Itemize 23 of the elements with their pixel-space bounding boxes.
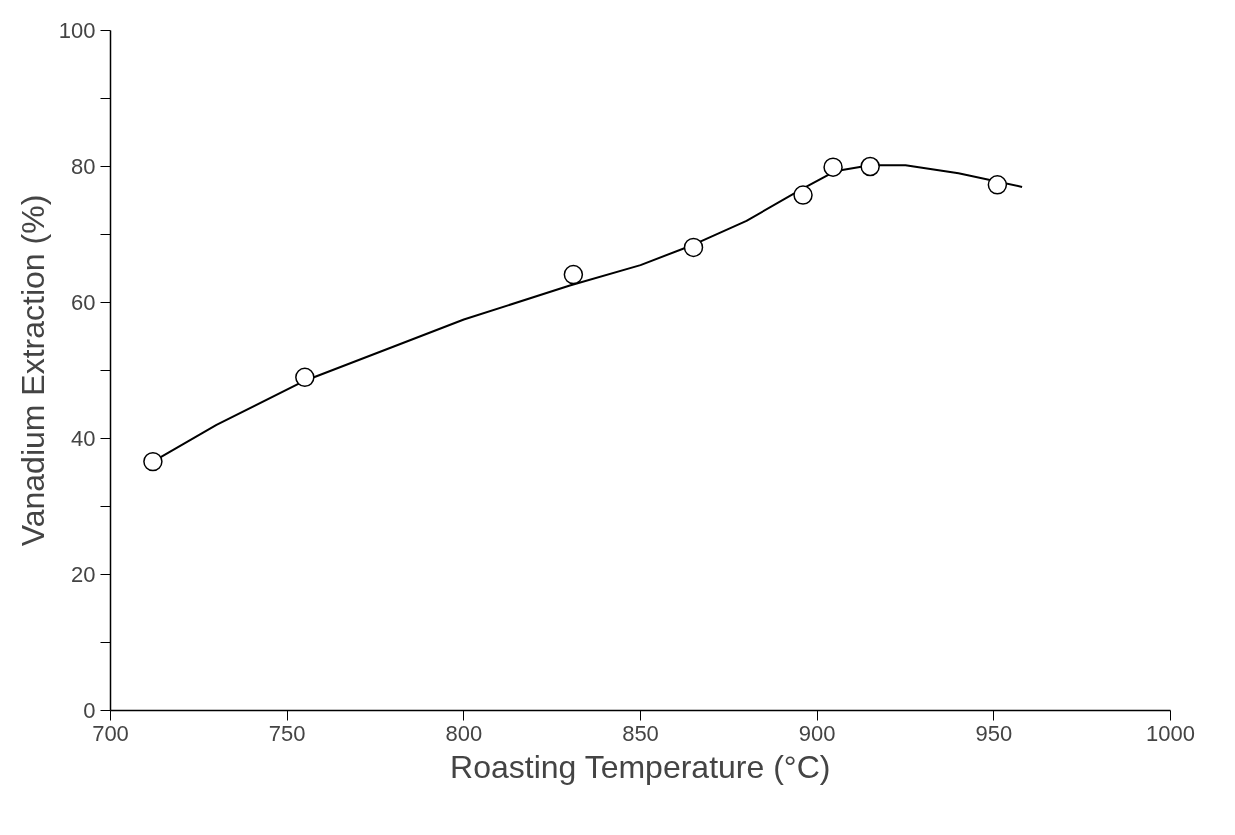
x-tick-label: 750 [268, 720, 306, 746]
x-tick-label: 900 [798, 720, 836, 746]
y-tick-label: 80 [71, 154, 96, 179]
y-axis-title: Vanadium Extraction (%) [14, 194, 51, 547]
point [563, 264, 584, 285]
point [143, 451, 163, 472]
x-axis-title: Roasting Temperature (°C) [450, 748, 831, 785]
x-tick-label: 950 [975, 720, 1013, 746]
y-tick-label: 100 [58, 18, 96, 43]
x-tick-label: 700 [92, 720, 129, 746]
point [295, 367, 315, 388]
y-tick-label: 0 [83, 698, 96, 723]
point [823, 157, 843, 177]
point [683, 237, 704, 258]
point [987, 175, 1008, 195]
y-tick-label: 60 [71, 290, 96, 315]
y-tick-label: 20 [71, 562, 96, 587]
x-tick-label: 1000 [1146, 720, 1195, 746]
point [860, 156, 880, 177]
y-tick-label: 40 [71, 426, 96, 451]
x-tick-label: 800 [445, 720, 483, 746]
point [793, 185, 813, 205]
x-tick-label: 850 [622, 720, 659, 746]
